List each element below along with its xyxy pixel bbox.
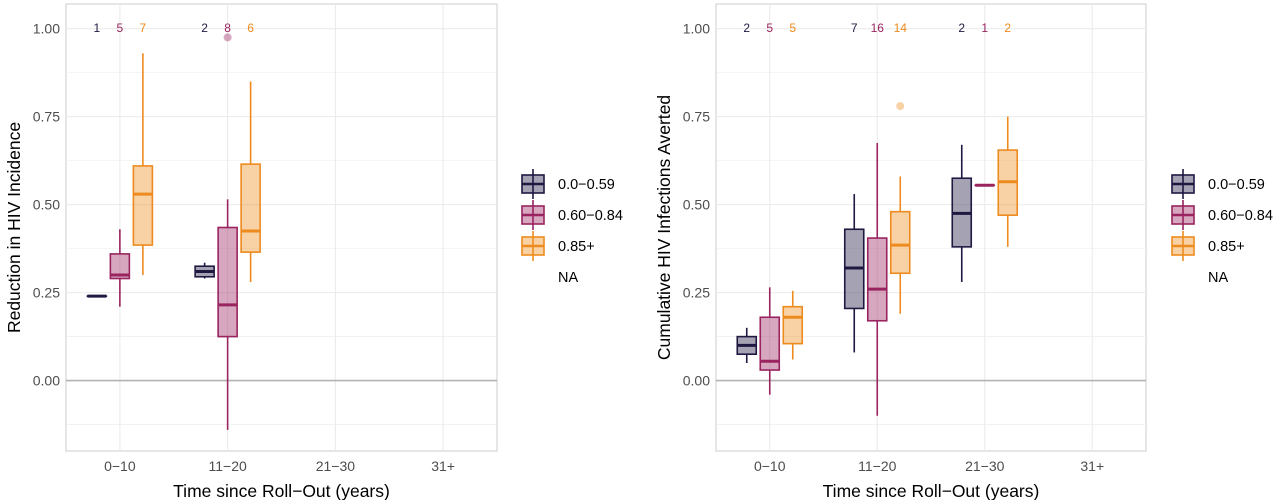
legend-key-high bbox=[1171, 231, 1195, 261]
boxplot-mid-1: 8 bbox=[217, 21, 238, 430]
boxplot-high-2: 2 bbox=[997, 21, 1019, 247]
x-tick-label: 11−20 bbox=[208, 458, 246, 474]
y-tick-label: 0.75 bbox=[33, 109, 60, 125]
x-tick-label: 21−30 bbox=[965, 458, 1005, 474]
y-tick-label: 0.50 bbox=[33, 197, 60, 213]
box-iqr bbox=[109, 253, 131, 280]
y-axis-title: Cumulative HIV Infections Averted bbox=[654, 95, 674, 360]
legend-key-mid bbox=[521, 200, 545, 230]
sample-size-label: 7 bbox=[140, 21, 147, 35]
x-tick-label: 11−20 bbox=[858, 458, 896, 474]
right-legend: 0.0−0.59 0.60−0.84 0.85+ NA bbox=[1171, 169, 1273, 286]
legend-key-low bbox=[521, 169, 545, 199]
box-iqr bbox=[759, 316, 781, 371]
y-axis-title: Reduction in HIV Incidence bbox=[4, 122, 24, 333]
legend-key-low bbox=[1171, 169, 1195, 199]
boxplot-mid-2: 1 bbox=[974, 21, 996, 187]
boxplot-mid-0: 5 bbox=[759, 21, 781, 395]
x-tick-label: 31+ bbox=[1080, 458, 1104, 474]
plot-panel bbox=[715, 3, 1147, 452]
legend-key-mid bbox=[1171, 200, 1195, 230]
sample-size-label: 2 bbox=[743, 21, 750, 35]
y-tick-label: 0.00 bbox=[33, 373, 60, 389]
legend-label: 0.85+ bbox=[1208, 239, 1245, 255]
x-tick-label: 0−10 bbox=[104, 458, 136, 474]
legend-label: NA bbox=[558, 270, 578, 286]
boxplot-low-0: 2 bbox=[736, 21, 758, 364]
sample-size-label: 2 bbox=[201, 21, 208, 35]
y-tick-label: 0.25 bbox=[33, 285, 60, 301]
y-tick-label: 0.50 bbox=[683, 197, 710, 213]
x-axis-title: Time since Roll−Out (years) bbox=[823, 481, 1040, 500]
boxplot-mid-1: 16 bbox=[866, 21, 888, 416]
sample-size-label: 2 bbox=[1004, 21, 1011, 35]
outlier-point bbox=[896, 102, 905, 111]
boxplot-high-0: 7 bbox=[132, 21, 154, 276]
boxplot-low-1: 7 bbox=[843, 21, 865, 353]
sample-size-label: 2 bbox=[958, 21, 965, 35]
legend-label: 0.60−0.84 bbox=[558, 208, 623, 224]
x-tick-label: 21−30 bbox=[316, 458, 356, 474]
x-tick-label: 31+ bbox=[431, 458, 455, 474]
box-iqr bbox=[132, 165, 154, 246]
x-tick-label: 0−10 bbox=[754, 458, 786, 474]
box-iqr bbox=[866, 237, 888, 322]
box-iqr bbox=[217, 226, 238, 338]
legend-label: 0.85+ bbox=[558, 239, 595, 255]
legend-key-high bbox=[521, 231, 545, 261]
box-iqr bbox=[782, 305, 804, 345]
y-tick-label: 1.00 bbox=[683, 21, 710, 37]
plot-panel bbox=[65, 3, 498, 452]
x-axis-title: Time since Roll−Out (years) bbox=[173, 481, 390, 500]
outlier-point bbox=[223, 33, 232, 42]
sample-size-label: 6 bbox=[247, 21, 254, 35]
box-iqr bbox=[240, 163, 261, 253]
left-chart: 0.00 0.25 0.50 0.75 1.00 0−10 11−20 21−30 31+ Tim… bbox=[4, 3, 498, 500]
right-chart: 0.00 0.25 0.50 0.75 1.00 0−10 11−20 21−30 31+ Tim… bbox=[654, 3, 1147, 500]
legend-label: 0.0−0.59 bbox=[1208, 177, 1265, 193]
boxplot-low-2: 2 bbox=[951, 21, 973, 283]
sample-size-label: 5 bbox=[117, 21, 124, 35]
sample-size-label: 5 bbox=[789, 21, 796, 35]
sample-size-label: 5 bbox=[766, 21, 773, 35]
y-tick-label: 0.25 bbox=[683, 285, 710, 301]
sample-size-label: 16 bbox=[871, 21, 885, 35]
sample-size-label: 8 bbox=[224, 21, 231, 35]
y-tick-label: 0.00 bbox=[683, 373, 710, 389]
boxplot-high-1: 14 bbox=[889, 21, 911, 314]
legend-label: 0.60−0.84 bbox=[1208, 208, 1273, 224]
box-iqr bbox=[889, 210, 911, 275]
boxplot-high-1: 6 bbox=[240, 21, 261, 283]
boxplot-low-1: 2 bbox=[194, 21, 215, 279]
left-legend: 0.0−0.59 0.60−0.84 0.85+ NA bbox=[521, 169, 623, 286]
sample-size-label: 14 bbox=[894, 21, 908, 35]
legend-label: 0.0−0.59 bbox=[558, 177, 615, 193]
boxplot-low-0: 1 bbox=[86, 21, 108, 298]
boxplot-mid-0: 5 bbox=[109, 21, 131, 307]
y-tick-label: 0.75 bbox=[683, 109, 710, 125]
legend-label: NA bbox=[1208, 270, 1228, 286]
sample-size-label: 1 bbox=[94, 21, 101, 35]
y-tick-label: 1.00 bbox=[33, 21, 60, 37]
sample-size-label: 7 bbox=[851, 21, 858, 35]
boxplot-high-0: 5 bbox=[782, 21, 804, 360]
sample-size-label: 1 bbox=[981, 21, 988, 35]
